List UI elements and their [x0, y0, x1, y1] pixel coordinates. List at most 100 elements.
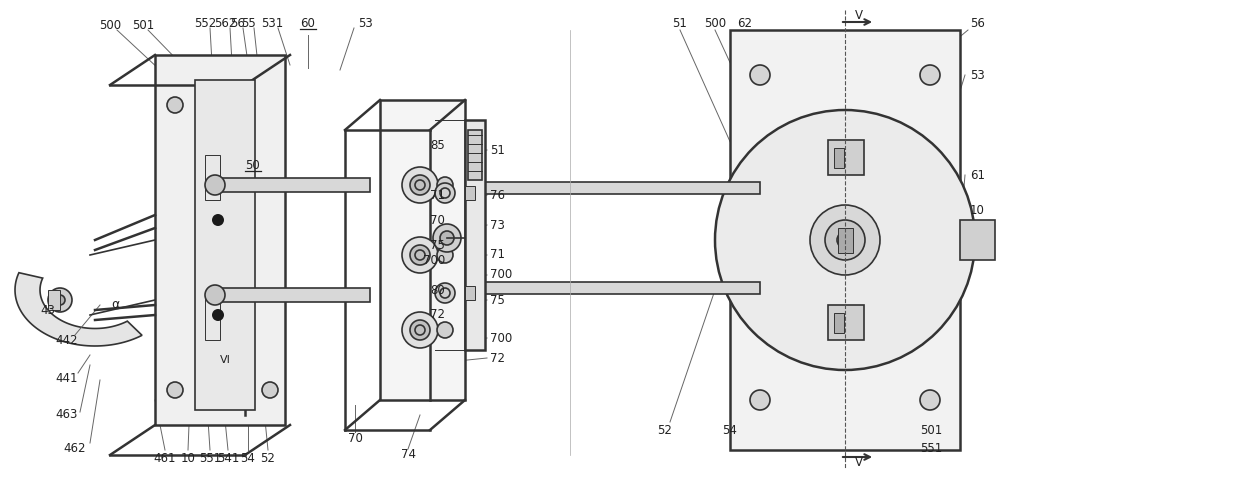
- Circle shape: [435, 183, 455, 203]
- Text: 700: 700: [423, 253, 445, 266]
- Text: 10: 10: [181, 452, 196, 465]
- Bar: [730, 30, 960, 450]
- Text: 56: 56: [970, 16, 985, 30]
- Text: 10: 10: [970, 204, 985, 217]
- Text: 441: 441: [55, 372, 77, 385]
- Text: 462: 462: [63, 442, 87, 455]
- Text: 51: 51: [490, 144, 505, 157]
- Text: 54: 54: [723, 423, 738, 436]
- Text: 541: 541: [217, 452, 239, 465]
- Circle shape: [837, 232, 853, 248]
- Text: 700: 700: [490, 269, 512, 282]
- Text: 71: 71: [430, 189, 445, 202]
- Bar: [379, 100, 465, 400]
- Text: 53: 53: [358, 16, 373, 30]
- Circle shape: [436, 247, 453, 263]
- Circle shape: [825, 220, 866, 260]
- Bar: [835, 313, 844, 333]
- Text: 76: 76: [490, 189, 505, 202]
- Text: 562: 562: [213, 16, 236, 30]
- Bar: [465, 286, 475, 300]
- Bar: [828, 140, 864, 175]
- Bar: [205, 155, 219, 200]
- Text: VI: VI: [219, 355, 231, 365]
- Circle shape: [436, 177, 453, 193]
- Circle shape: [212, 214, 224, 226]
- Polygon shape: [15, 273, 143, 346]
- Circle shape: [920, 390, 940, 410]
- Circle shape: [402, 312, 438, 348]
- Text: α: α: [110, 298, 119, 311]
- Bar: [155, 55, 285, 425]
- Text: 51: 51: [672, 16, 687, 30]
- Text: 551: 551: [198, 452, 221, 465]
- Circle shape: [402, 237, 438, 273]
- Text: 43: 43: [40, 304, 55, 317]
- Circle shape: [262, 382, 278, 398]
- Text: 501: 501: [920, 423, 942, 436]
- Bar: [215, 288, 370, 302]
- Text: 75: 75: [430, 239, 445, 251]
- Circle shape: [810, 205, 880, 275]
- Bar: [828, 305, 864, 340]
- Text: 500: 500: [99, 19, 122, 32]
- Text: 70: 70: [347, 432, 362, 445]
- Bar: [48, 290, 60, 310]
- Text: 50: 50: [244, 159, 259, 171]
- Bar: [467, 130, 482, 180]
- Bar: [470, 182, 760, 194]
- Circle shape: [715, 110, 975, 370]
- Text: 55: 55: [242, 16, 257, 30]
- Text: 500: 500: [704, 16, 727, 30]
- Text: 75: 75: [490, 294, 505, 307]
- Text: 61: 61: [970, 169, 985, 182]
- Circle shape: [402, 167, 438, 203]
- Text: 52: 52: [260, 452, 275, 465]
- Bar: [838, 228, 853, 253]
- Text: 54: 54: [241, 452, 255, 465]
- Text: 71: 71: [490, 249, 505, 262]
- Text: V: V: [856, 9, 863, 22]
- Circle shape: [750, 390, 770, 410]
- Text: 70: 70: [430, 214, 445, 227]
- Bar: [465, 120, 485, 350]
- Text: 53: 53: [970, 68, 985, 81]
- Text: 52: 52: [657, 423, 672, 436]
- Circle shape: [55, 295, 64, 305]
- Circle shape: [205, 175, 224, 195]
- Circle shape: [212, 309, 224, 321]
- Text: 552: 552: [193, 16, 216, 30]
- Bar: [205, 295, 219, 340]
- Text: 442: 442: [55, 333, 77, 346]
- Text: 463: 463: [55, 409, 77, 422]
- Circle shape: [750, 65, 770, 85]
- Bar: [470, 282, 760, 294]
- Text: 72: 72: [430, 308, 445, 321]
- Bar: [835, 148, 844, 168]
- Text: 73: 73: [490, 218, 505, 231]
- Text: 85: 85: [430, 138, 445, 151]
- Text: 62: 62: [738, 16, 753, 30]
- Circle shape: [920, 65, 940, 85]
- Text: 461: 461: [154, 452, 176, 465]
- Bar: [465, 186, 475, 200]
- Text: 56: 56: [231, 16, 246, 30]
- Text: 60: 60: [300, 16, 315, 30]
- Circle shape: [48, 288, 72, 312]
- Circle shape: [410, 175, 430, 195]
- Circle shape: [410, 245, 430, 265]
- Circle shape: [205, 285, 224, 305]
- Circle shape: [440, 231, 454, 245]
- Circle shape: [435, 283, 455, 303]
- Text: 74: 74: [401, 448, 415, 461]
- Circle shape: [433, 224, 461, 252]
- Circle shape: [436, 322, 453, 338]
- Circle shape: [167, 382, 184, 398]
- Bar: [215, 178, 370, 192]
- Text: 700: 700: [490, 331, 512, 344]
- Text: 501: 501: [131, 19, 154, 32]
- Text: 72: 72: [490, 352, 505, 365]
- Bar: [195, 80, 255, 410]
- Circle shape: [167, 97, 184, 113]
- Text: V: V: [856, 456, 863, 468]
